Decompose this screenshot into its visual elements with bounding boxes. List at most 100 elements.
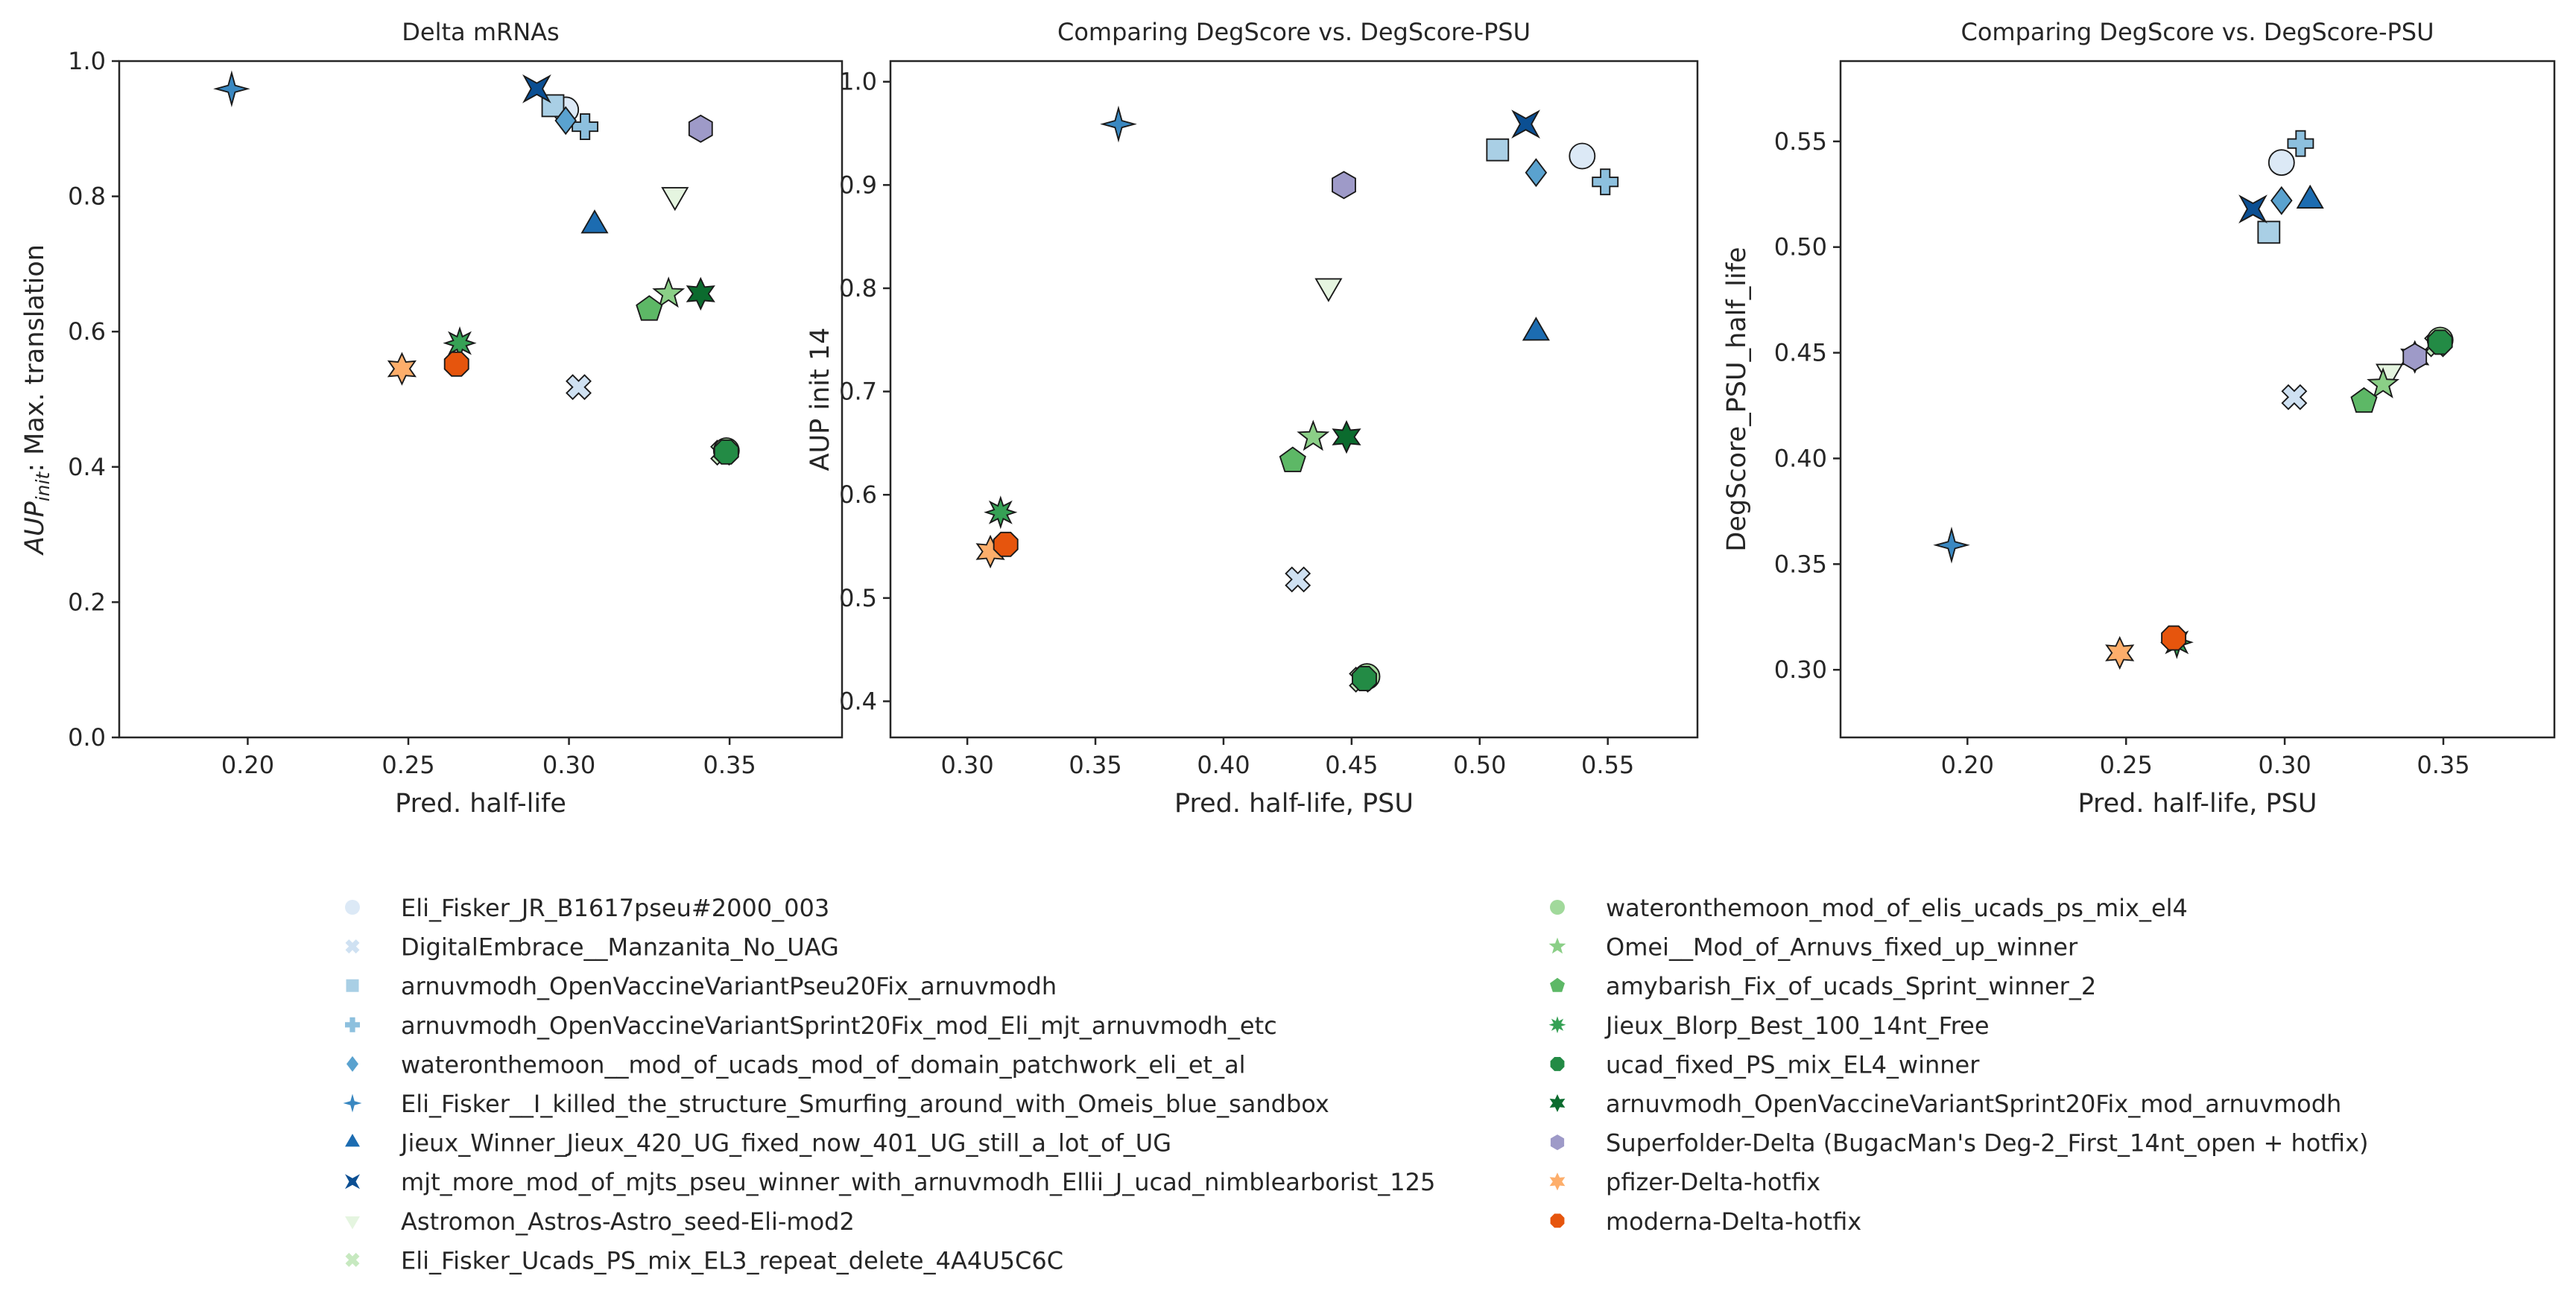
legend-item: Omei__Mod_of_Arnuvs_fixed_up_winner (1548, 933, 2078, 962)
data-point (984, 495, 1018, 530)
legend-item: moderna-Delta-hotfix (1550, 1207, 1861, 1236)
x-tick-label: 0.45 (1325, 751, 1378, 779)
y-tick-label: 0.8 (839, 274, 877, 302)
data-point (1511, 109, 1540, 139)
y-tick-label: 0.50 (1774, 233, 1827, 261)
y-tick-label: 0.5 (839, 584, 877, 612)
y-tick-label: 0.6 (839, 480, 877, 509)
legend-item: Eli_Fisker_Ucads_PS_mix_EL3_repeat_delet… (345, 1246, 1063, 1274)
legend-label: wateronthemoon__mod_of_ucads_mod_of_doma… (401, 1050, 1246, 1079)
y-tick-label: 0.35 (1774, 550, 1827, 578)
y-tick-label: 0.4 (68, 453, 106, 481)
chart-title: Comparing DegScore vs. DegScore-PSU (1961, 18, 2434, 46)
data-point (713, 439, 739, 465)
legend-marker-x (345, 1252, 360, 1267)
legend-label: Astromon_Astros-Astro_seed-Eli-mod2 (401, 1207, 855, 1236)
y-tick-label: 0.9 (839, 171, 877, 199)
data-point (1332, 171, 1356, 200)
y-tick-label: 0.0 (68, 723, 106, 752)
data-point (1933, 527, 1970, 564)
data-point (2287, 130, 2314, 157)
data-point (1486, 138, 1510, 162)
x-tick-label: 0.35 (1069, 751, 1121, 779)
legend-marker-circle (1550, 900, 1565, 915)
y-tick-label: 0.45 (1774, 339, 1827, 367)
legend-marker-bowtie (345, 1174, 360, 1190)
legend-label: amybarish_Fix_of_ucads_Sprint_winner_2 (1606, 972, 2096, 1000)
legend-marker-diamond (346, 1055, 358, 1072)
legend-marker-hexagon (1550, 1134, 1565, 1151)
data-point (566, 374, 592, 401)
x-tick-label: 0.30 (2258, 751, 2311, 779)
chart-title: Delta mRNAs (402, 18, 559, 46)
legend-marker-star (1548, 937, 1566, 954)
data-point (2281, 384, 2308, 410)
y-axis-label-subscript: init (32, 472, 54, 502)
data-point (1279, 446, 1306, 472)
legend-label: Jieux_Winner_Jieux_420_UG_fixed_now_401_… (399, 1129, 1171, 1158)
legend-marker-octagon (1550, 1213, 1565, 1228)
x-tick-label: 0.35 (2417, 751, 2469, 779)
legend-label: wateronthemoon_mod_of_elis_ucads_ps_mix_… (1606, 894, 2188, 922)
y-axis-label: AUPinit: Max. translation (20, 244, 54, 556)
legend-marker-hexstar (1549, 1094, 1566, 1112)
legend-item: Jieux_Winner_Jieux_420_UG_fixed_now_401_… (345, 1129, 1171, 1158)
legend-label: pfizer-Delta-hotfix (1606, 1168, 1820, 1196)
y-tick-label: 0.4 (839, 687, 877, 715)
x-tick-label: 0.35 (703, 751, 756, 779)
data-point (1525, 158, 1548, 188)
x-axis-label: Pred. half-life (395, 789, 566, 819)
data-point (213, 70, 250, 107)
y-tick-label: 0.7 (839, 378, 877, 406)
data-point (1569, 142, 1596, 170)
legend-label: arnuvmodh_OpenVaccineVariantPseu20Fix_ar… (401, 972, 1057, 1000)
legend-item: pfizer-Delta-hotfix (1549, 1168, 1820, 1196)
data-point (1352, 666, 1377, 691)
legend-label: mjt_more_mod_of_mjts_pseu_winner_with_ar… (401, 1168, 1435, 1196)
data-point (688, 114, 713, 143)
legend-marker-square (346, 979, 359, 992)
data-point (993, 531, 1019, 557)
legend-item: Jieux_Blorp_Best_100_14nt_Free (1548, 1012, 1990, 1040)
chart-panel-1: 0.20 0.25 0.30 0.35 0.0 0.2 0.4 0.6 0.8 1.0 Delta … (20, 18, 844, 819)
legend-label: Eli_Fisker_Ucads_PS_mix_EL3_repeat_delet… (401, 1246, 1063, 1274)
legend-label: Eli_Fisker_JR_B1617pseu#2000_003 (401, 894, 829, 922)
axes-frame (889, 60, 1699, 739)
x-tick-label: 0.40 (1197, 751, 1250, 779)
x-tick-label: 0.25 (2100, 751, 2153, 779)
legend-item: amybarish_Fix_of_ucads_Sprint_winner_2 (1550, 972, 2096, 1000)
legend-label: Eli_Fisker__I_killed_the_structure_Smurf… (401, 1090, 1329, 1118)
legend-marker-plus (345, 1017, 360, 1032)
data-point (686, 276, 715, 311)
legend-marker-thin-star (343, 1093, 362, 1113)
axes-frame (1839, 60, 2556, 739)
legend-marker-circle (345, 900, 360, 915)
data-point (1592, 168, 1619, 196)
legend-marker-triangle-down (345, 1216, 360, 1230)
data-point (2367, 367, 2400, 399)
y-tick-label: 0.40 (1774, 444, 1827, 472)
legend-item: Eli_Fisker__I_killed_the_structure_Smurf… (343, 1090, 1329, 1118)
data-point (2402, 343, 2428, 372)
legend-item: DigitalEmbrace__Manzanita_No_UAG (345, 933, 839, 962)
y-axis-label: DegScore_PSU_half_life (1722, 247, 1752, 551)
axes-frame (118, 60, 844, 739)
x-tick-label: 0.55 (1581, 751, 1634, 779)
data-point (1100, 105, 1137, 143)
legend-item: Astromon_Astros-Astro_seed-Eli-mod2 (345, 1207, 855, 1236)
x-tick-label: 0.30 (941, 751, 994, 779)
data-point (2296, 184, 2324, 209)
legend-marker-pentagon (1550, 977, 1565, 992)
data-point (2161, 625, 2187, 651)
data-point (387, 352, 417, 386)
legend-label: DigitalEmbrace__Manzanita_No_UAG (401, 933, 839, 962)
x-tick-label: 0.20 (1941, 751, 1994, 779)
x-tick-label: 0.20 (221, 751, 274, 779)
legend-label: Superfolder-Delta (BugacMan's Deg-2_Firs… (1606, 1129, 2369, 1158)
legend-item: Superfolder-Delta (BugacMan's Deg-2_Firs… (1550, 1129, 2369, 1158)
y-tick-label: 0.2 (68, 588, 106, 616)
y-tick-label: 1.0 (68, 47, 106, 75)
legend-item: wateronthemoon__mod_of_ucads_mod_of_doma… (346, 1050, 1246, 1079)
